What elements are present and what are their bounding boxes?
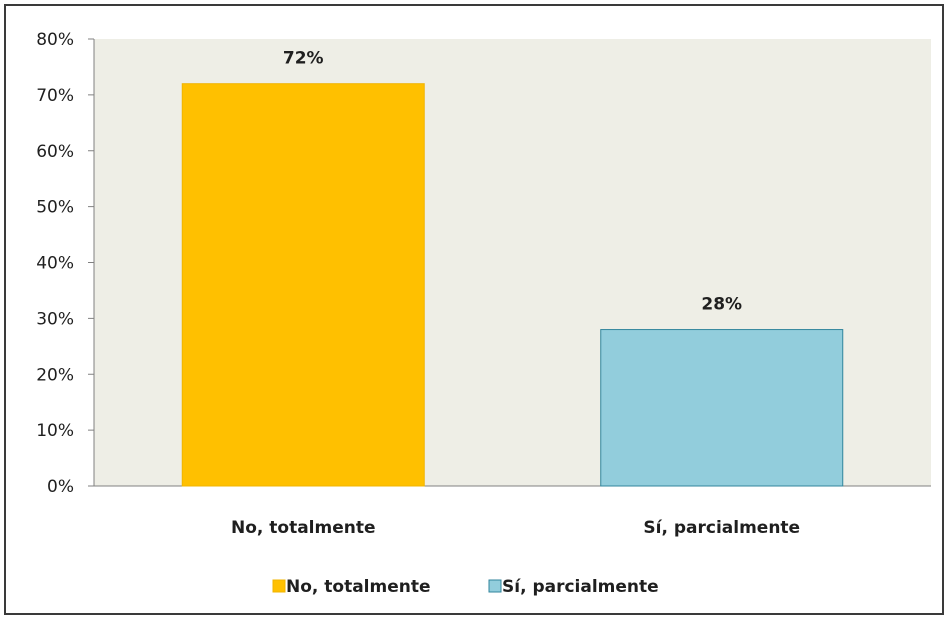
y-tick-label: 0%: [47, 477, 74, 497]
data-labels: 72% 28%: [283, 49, 742, 315]
y-axis-ticks: 0% 10% 20% 30% 40% 50% 60% 70% 80%: [36, 30, 94, 497]
bars: [181, 83, 844, 487]
category-label: Sí, parcialmente: [643, 518, 800, 538]
data-label: 28%: [701, 295, 742, 315]
bar-si-parcialmente: [600, 329, 844, 487]
y-tick-label: 80%: [36, 30, 74, 50]
y-tick-label: 30%: [36, 309, 74, 329]
y-tick-label: 20%: [36, 365, 74, 385]
y-tick-label: 60%: [36, 142, 74, 162]
legend-label: No, totalmente: [286, 577, 431, 597]
y-tick-label: 40%: [36, 254, 74, 274]
y-tick-label: 10%: [36, 421, 74, 441]
bar-chart: 0% 10% 20% 30% 40% 50% 60% 70% 80% 72% 28% No, to…: [36, 30, 931, 597]
data-label: 72%: [283, 49, 324, 69]
chart-frame: 0% 10% 20% 30% 40% 50% 60% 70% 80% 72% 28% No, to…: [4, 4, 944, 615]
y-tick-label: 50%: [36, 198, 74, 218]
legend-label: Sí, parcialmente: [502, 577, 659, 597]
legend: No, totalmente Sí, parcialmente: [272, 577, 659, 597]
y-tick-label: 70%: [36, 86, 74, 106]
category-labels: No, totalmente Sí, parcialmente: [231, 518, 800, 538]
legend-swatch: [488, 579, 502, 593]
bar-no-totalmente: [181, 83, 425, 487]
legend-swatch: [272, 579, 286, 593]
category-label: No, totalmente: [231, 518, 376, 538]
